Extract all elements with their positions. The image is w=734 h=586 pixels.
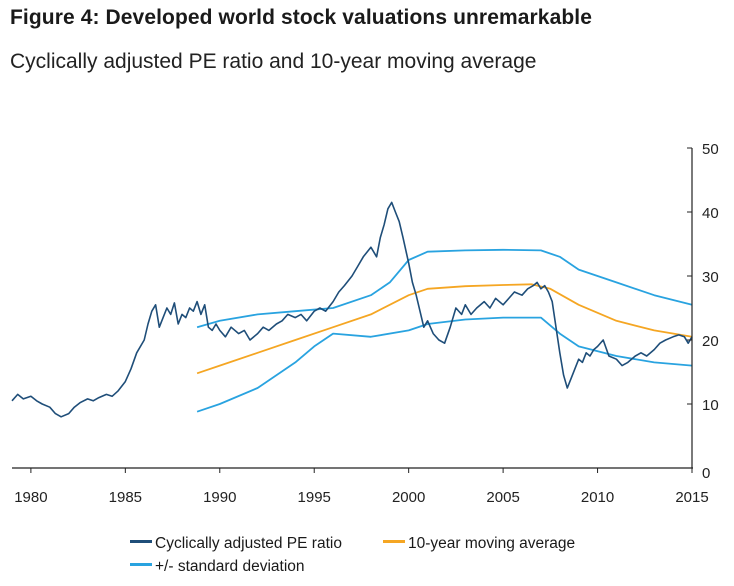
y-tick-label-50: 50 xyxy=(702,141,719,158)
x-tick-label-2010: 2010 xyxy=(581,489,614,506)
legend-swatch-cape xyxy=(130,540,152,544)
x-axis-ticks: 1980 1985 1990 1995 2000 2005 2010 2015 xyxy=(14,468,709,506)
legend-swatch-sd xyxy=(130,563,152,567)
y-tick-label-40: 40 xyxy=(702,205,719,222)
x-tick-label-2015: 2015 xyxy=(675,489,708,506)
chart-title: Figure 4: Developed world stock valuatio… xyxy=(10,6,592,29)
x-tick-label-1985: 1985 xyxy=(109,489,142,506)
x-tick-label-1980: 1980 xyxy=(14,489,47,506)
series-line-moving-average xyxy=(196,283,693,375)
chart-subtitle: Cyclically adjusted PE ratio and 10-year… xyxy=(10,50,537,73)
y-tick-label-0: 0 xyxy=(702,465,710,482)
series-line-upper-std xyxy=(196,248,693,329)
series-line-lower-std xyxy=(196,316,693,413)
y-tick-label-10: 10 xyxy=(702,397,719,414)
legend-item-sd: +/- standard deviation xyxy=(130,558,305,576)
plot-area xyxy=(11,201,693,418)
y-tick-label-30: 30 xyxy=(702,269,719,286)
x-tick-label-1990: 1990 xyxy=(203,489,236,506)
legend-label-ma: 10-year moving average xyxy=(408,535,576,552)
x-tick-label-2000: 2000 xyxy=(392,489,425,506)
x-tick-label-1995: 1995 xyxy=(298,489,331,506)
legend-item-cape: Cyclically adjusted PE ratio xyxy=(130,535,342,553)
legend-item-ma: 10-year moving average xyxy=(383,535,575,553)
x-tick-label-2005: 2005 xyxy=(486,489,519,506)
legend-label-cape: Cyclically adjusted PE ratio xyxy=(155,535,342,552)
y-tick-label-20: 20 xyxy=(702,333,719,350)
legend-swatch-ma xyxy=(383,540,405,544)
legend-label-sd: +/- standard deviation xyxy=(155,558,305,575)
y-axis-ticks: 0 10 20 30 40 50 xyxy=(687,141,719,482)
series-line-cape xyxy=(11,201,693,418)
